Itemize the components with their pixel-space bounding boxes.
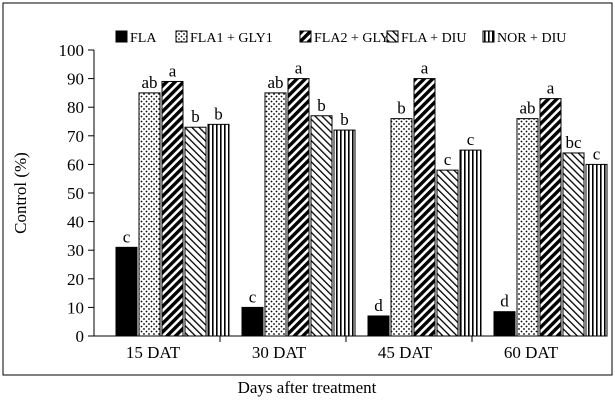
bar-letter-label: c <box>444 150 452 169</box>
y-tick-label: 80 <box>67 98 84 117</box>
bar <box>207 123 230 337</box>
y-tick-label: 90 <box>67 70 84 89</box>
y-axis-label: Control (%) <box>11 152 30 234</box>
y-tick-label: 0 <box>76 327 85 346</box>
bar <box>516 118 539 337</box>
bar-letter-label: c <box>593 144 601 163</box>
bar <box>493 311 516 337</box>
bars <box>115 78 608 337</box>
y-tick-label: 40 <box>67 213 84 232</box>
x-tick-label: 30 DAT <box>252 343 307 362</box>
bar-letter-label: a <box>547 79 555 98</box>
bar <box>161 80 184 337</box>
x-axis-label: Days after treatment <box>238 378 377 397</box>
bar-letter-label: b <box>340 110 349 129</box>
bar <box>413 78 436 337</box>
bar-letter-label: c <box>123 227 131 246</box>
y-tick-label: 30 <box>67 241 84 260</box>
y-tick-label: 60 <box>67 155 84 174</box>
y-tick-label: 20 <box>67 270 84 289</box>
bar <box>287 78 310 337</box>
bar-letter-label: b <box>191 107 200 126</box>
bar <box>459 149 482 337</box>
x-tick-label: 45 DAT <box>378 343 433 362</box>
y-tick-label: 100 <box>59 41 85 60</box>
chart-frame <box>2 2 613 376</box>
legend-label: FLA1 + GLY1 <box>190 31 273 46</box>
y-tick-label: 50 <box>67 184 84 203</box>
bar <box>367 315 390 337</box>
bar <box>390 118 413 337</box>
y-tick-label: 70 <box>67 127 84 146</box>
bar-letter-label: ab <box>519 99 535 118</box>
legend-label: NOR + DIU <box>497 31 566 46</box>
bar <box>138 92 161 337</box>
legend-label: FLA + DIU <box>401 31 466 46</box>
legend-swatch <box>115 30 128 43</box>
bar-letter-label: a <box>169 61 177 80</box>
bar-letter-label: d <box>500 292 509 311</box>
bar-letter-label: c <box>249 287 257 306</box>
bar-letter-label: ab <box>267 73 283 92</box>
legend: FLA FLA1 + GLY1 FLA2 + GLY2 FLA + DIU NOR + … <box>115 30 566 46</box>
bar <box>241 306 264 337</box>
bar <box>436 169 459 337</box>
bar <box>310 115 333 337</box>
legend-swatch <box>299 30 312 43</box>
bar-letter-label: b <box>317 96 326 115</box>
legend-label: FLA <box>130 31 157 46</box>
bar-letter-label: b <box>214 104 223 123</box>
bar-letter-label: ab <box>141 73 157 92</box>
bar-letter-label: bc <box>565 133 582 152</box>
x-tick-label: 60 DAT <box>504 343 559 362</box>
bar-letter-label: d <box>374 296 383 315</box>
legend-label: FLA2 + GLY2 <box>314 31 397 46</box>
bar-letter-label: c <box>467 130 475 149</box>
legend-swatch <box>175 30 188 43</box>
bar <box>562 152 585 337</box>
x-tick-label: 15 DAT <box>126 343 181 362</box>
bar <box>585 163 608 337</box>
bar <box>184 126 207 337</box>
bar-letter-label: a <box>421 59 429 78</box>
bar <box>333 129 356 337</box>
bar <box>115 246 138 337</box>
y-axis-ticks: 0 10 20 30 40 50 60 70 80 90 100 <box>59 41 94 346</box>
bar-letter-label: b <box>397 99 406 118</box>
x-axis-ticks: 15 DAT 30 DAT 45 DAT 60 DAT <box>126 336 559 362</box>
y-tick-label: 10 <box>67 298 84 317</box>
bar <box>539 98 562 337</box>
bar-letter-label: a <box>295 59 303 78</box>
legend-swatch <box>482 30 495 43</box>
bar <box>264 92 287 337</box>
legend-swatch <box>386 30 399 43</box>
